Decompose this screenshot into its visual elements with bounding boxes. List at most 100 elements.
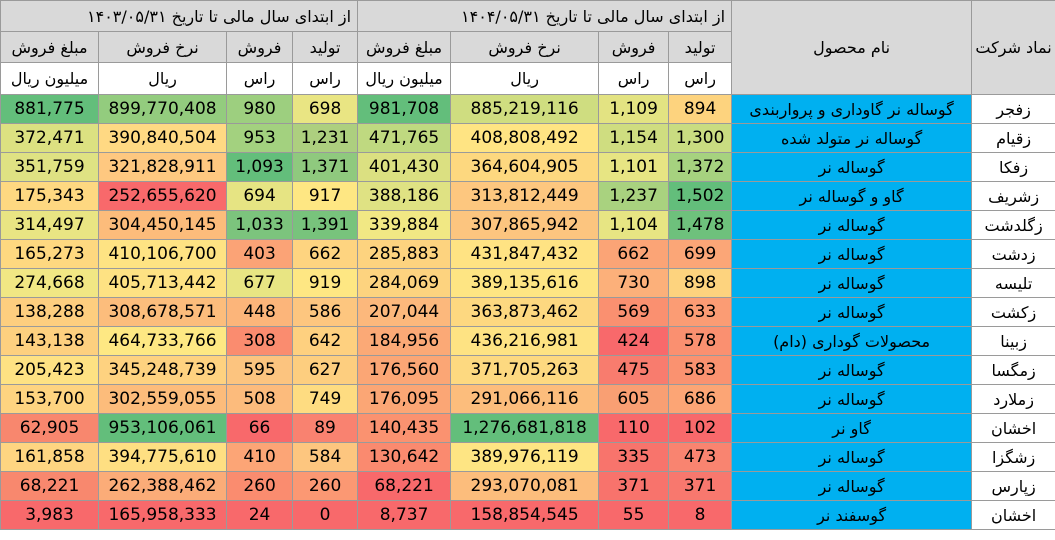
sales-cell[interactable]: 66 (226, 413, 294, 443)
sales-rate-cell[interactable]: 304,450,145 (98, 210, 228, 240)
production-header[interactable]: تولید (668, 31, 733, 63)
sales-header[interactable]: فروش (598, 31, 670, 63)
product-name-cell[interactable]: گوساله نر (731, 355, 973, 385)
sales-amount-cell[interactable]: 372,471 (0, 123, 100, 153)
sales-cell[interactable]: 448 (226, 297, 294, 327)
production-cell[interactable]: 1,300 (668, 123, 733, 153)
production-cell[interactable]: 89 (292, 413, 359, 443)
sales-rate-cell[interactable]: 410,106,700 (98, 239, 228, 269)
sales-cell[interactable]: 730 (598, 268, 670, 298)
table-row[interactable]: زبینا محصولات گوداری (دام) 578 424 436,216,9… (0, 326, 1055, 356)
production-cell[interactable]: 1,478 (668, 210, 733, 240)
sales-rate-cell[interactable]: 364,604,905 (450, 152, 600, 182)
sales-rate-cell[interactable]: 313,812,449 (450, 181, 600, 211)
sales-rate-cell[interactable]: 345,248,739 (98, 355, 228, 385)
table-row[interactable]: زگلدشت گوساله نر 1,478 1,104 307,865,942 339,… (0, 210, 1055, 240)
sales-rate-cell[interactable]: 165,958,333 (98, 500, 228, 530)
product-name-cell[interactable]: گوساله نر (731, 239, 973, 269)
table-row[interactable]: زمگسا گوساله نر 583 475 371,705,263 176,560 62… (0, 355, 1055, 385)
sales-cell[interactable]: 55 (598, 500, 670, 530)
company-symbol-cell[interactable]: زگلدشت (971, 210, 1055, 240)
sales-cell[interactable]: 308 (226, 326, 294, 356)
production-cell[interactable]: 1,372 (668, 152, 733, 182)
sales-cell[interactable]: 569 (598, 297, 670, 327)
sales-rate-cell[interactable]: 394,775,610 (98, 442, 228, 472)
sales-amount-cell[interactable]: 176,560 (357, 355, 452, 385)
production-cell[interactable]: 633 (668, 297, 733, 327)
sales-rate-header[interactable]: نرخ فروش (98, 31, 228, 63)
sales-rate-cell[interactable]: 899,770,408 (98, 94, 228, 124)
company-symbol-cell[interactable]: زفکا (971, 152, 1055, 182)
sales-cell[interactable]: 595 (226, 355, 294, 385)
company-symbol-cell[interactable]: زمگسا (971, 355, 1055, 385)
production-cell[interactable]: 371 (668, 471, 733, 501)
sales-cell[interactable]: 1,237 (598, 181, 670, 211)
company-symbol-cell[interactable]: زکشت (971, 297, 1055, 327)
sales-rate-cell[interactable]: 363,873,462 (450, 297, 600, 327)
sales-amount-cell[interactable]: 130,642 (357, 442, 452, 472)
production-cell[interactable]: 473 (668, 442, 733, 472)
sales-rate-cell[interactable]: 431,847,432 (450, 239, 600, 269)
sales-cell[interactable]: 694 (226, 181, 294, 211)
company-symbol-cell[interactable]: زبینا (971, 326, 1055, 356)
production-header[interactable]: تولید (292, 31, 359, 63)
sales-rate-cell[interactable]: 307,865,942 (450, 210, 600, 240)
sales-rate-cell[interactable]: 405,713,442 (98, 268, 228, 298)
production-cell[interactable]: 1,502 (668, 181, 733, 211)
sales-rate-cell[interactable]: 953,106,061 (98, 413, 228, 443)
company-symbol-cell[interactable]: زملارد (971, 384, 1055, 414)
product-name-cell[interactable]: گاو نر (731, 413, 973, 443)
product-name-cell[interactable]: گاو و گوساله نر (731, 181, 973, 211)
sales-rate-cell[interactable]: 291,066,116 (450, 384, 600, 414)
sales-amount-cell[interactable]: 3,983 (0, 500, 100, 530)
sales-rate-cell[interactable]: 371,705,263 (450, 355, 600, 385)
sales-amount-cell[interactable]: 339,884 (357, 210, 452, 240)
sales-amount-cell[interactable]: 285,883 (357, 239, 452, 269)
production-cell[interactable]: 642 (292, 326, 359, 356)
production-cell[interactable]: 898 (668, 268, 733, 298)
sales-amount-cell[interactable]: 351,759 (0, 152, 100, 182)
sales-cell[interactable]: 1,104 (598, 210, 670, 240)
production-cell[interactable]: 260 (292, 471, 359, 501)
sales-amount-cell[interactable]: 184,956 (357, 326, 452, 356)
sales-cell[interactable]: 953 (226, 123, 294, 153)
sales-cell[interactable]: 424 (598, 326, 670, 356)
sales-rate-cell[interactable]: 1,276,681,818 (450, 413, 600, 443)
sales-rate-cell[interactable]: 389,976,119 (450, 442, 600, 472)
sales-rate-cell[interactable]: 436,216,981 (450, 326, 600, 356)
sales-cell[interactable]: 508 (226, 384, 294, 414)
sales-amount-cell[interactable]: 388,186 (357, 181, 452, 211)
company-symbol-cell[interactable]: زشریف (971, 181, 1055, 211)
production-cell[interactable]: 627 (292, 355, 359, 385)
sales-cell[interactable]: 410 (226, 442, 294, 472)
sales-rate-cell[interactable]: 158,854,545 (450, 500, 600, 530)
production-cell[interactable]: 749 (292, 384, 359, 414)
production-cell[interactable]: 1,371 (292, 152, 359, 182)
product-name-cell[interactable]: گوساله نر گاوداری و پرواربندی (731, 94, 973, 124)
product-name-cell[interactable]: گوسفند نر (731, 500, 973, 530)
sales-rate-cell[interactable]: 252,655,620 (98, 181, 228, 211)
sales-cell[interactable]: 403 (226, 239, 294, 269)
product-name-cell[interactable]: گوساله نر (731, 268, 973, 298)
table-row[interactable]: اخشان گاو نر 102 110 1,276,681,818 140,435 89 6… (0, 413, 1055, 443)
sales-cell[interactable]: 110 (598, 413, 670, 443)
sales-amount-cell[interactable]: 205,423 (0, 355, 100, 385)
sales-rate-cell[interactable]: 321,828,911 (98, 152, 228, 182)
production-cell[interactable]: 1,391 (292, 210, 359, 240)
sales-cell[interactable]: 980 (226, 94, 294, 124)
production-cell[interactable]: 699 (668, 239, 733, 269)
sales-amount-cell[interactable]: 401,430 (357, 152, 452, 182)
company-symbol-cell[interactable]: زقیام (971, 123, 1055, 153)
table-row[interactable]: زشریف گاو و گوساله نر 1,502 1,237 313,812,44… (0, 181, 1055, 211)
sales-cell[interactable]: 1,033 (226, 210, 294, 240)
sales-header[interactable]: فروش (226, 31, 294, 63)
sales-rate-cell[interactable]: 302,559,055 (98, 384, 228, 414)
sales-amount-cell[interactable]: 314,497 (0, 210, 100, 240)
sales-cell[interactable]: 335 (598, 442, 670, 472)
sales-cell[interactable]: 662 (598, 239, 670, 269)
production-cell[interactable]: 584 (292, 442, 359, 472)
sales-amount-cell[interactable]: 153,700 (0, 384, 100, 414)
sales-rate-cell[interactable]: 262,388,462 (98, 471, 228, 501)
table-row[interactable]: زقیام گوساله نر متولد شده 1,300 1,154 408,80… (0, 123, 1055, 153)
company-symbol-cell[interactable]: زفجر (971, 94, 1055, 124)
